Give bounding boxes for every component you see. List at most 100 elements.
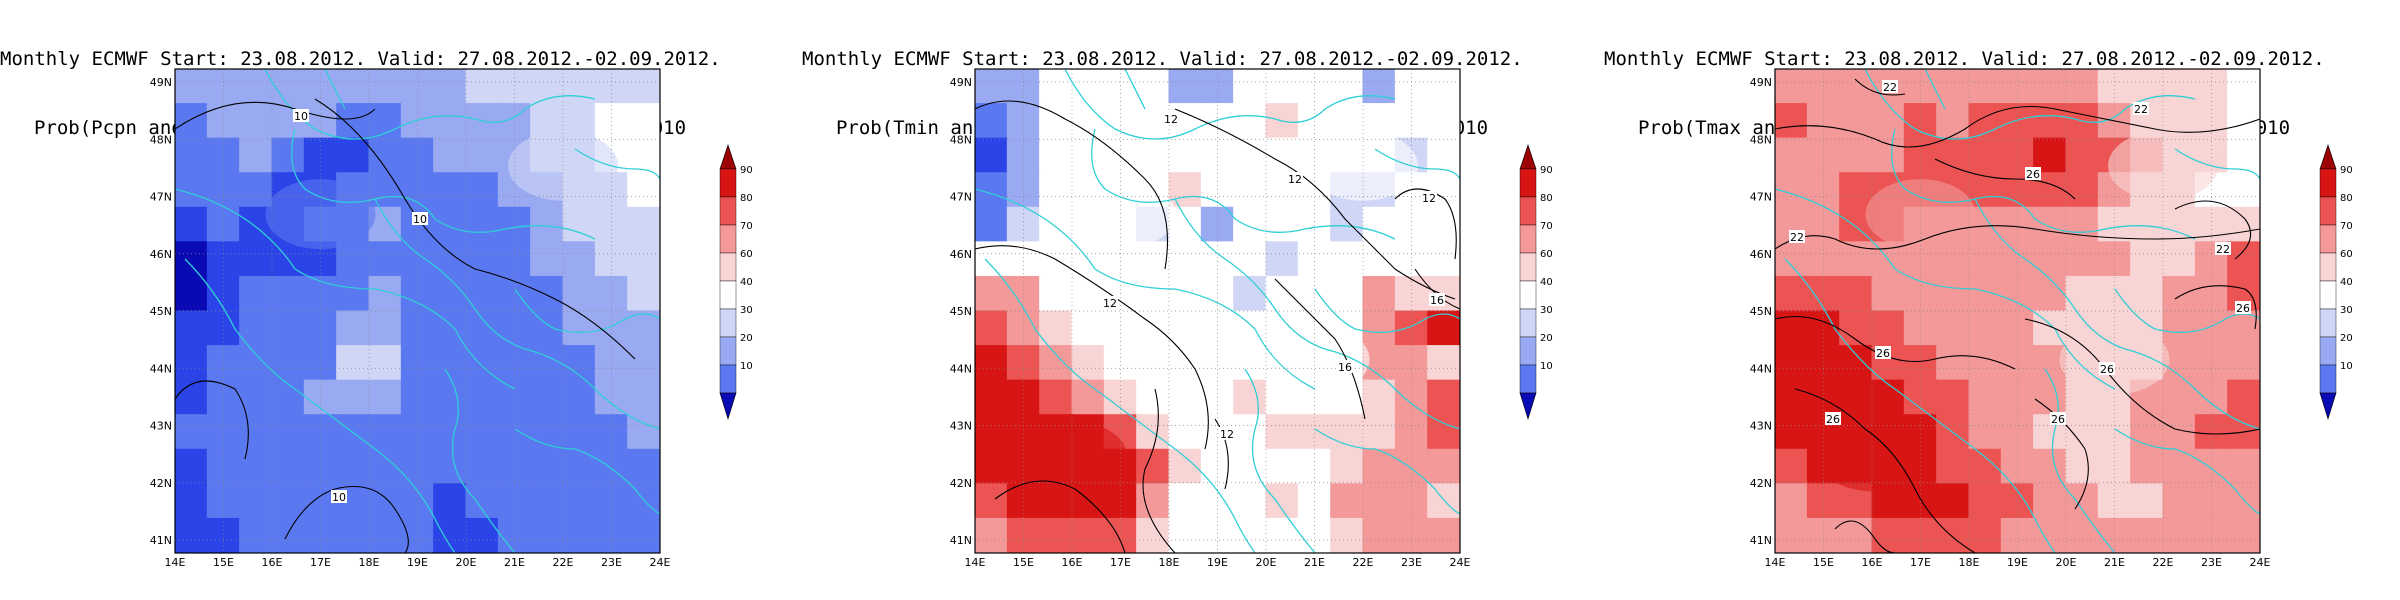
probability-cell xyxy=(1168,345,1202,381)
probability-cell xyxy=(2130,483,2164,519)
probability-cell xyxy=(975,483,1008,519)
colorbar-bottom-arrow xyxy=(1519,392,1537,421)
colorbar-label: 30 xyxy=(740,305,753,316)
contour-line xyxy=(2034,398,2089,510)
colorbar-bottom-arrow xyxy=(719,392,737,421)
probability-cell xyxy=(2227,206,2260,243)
probability-cell xyxy=(1871,310,1905,347)
probability-cell xyxy=(1839,69,1873,105)
border-line xyxy=(175,188,516,390)
y-tick-label: 42N xyxy=(950,477,972,490)
probability-cell xyxy=(271,137,305,174)
x-tick-label: 19E xyxy=(1207,556,1228,569)
probability-cell xyxy=(1968,517,2002,553)
probability-cell xyxy=(1168,310,1202,347)
probability-cell xyxy=(1071,517,1105,553)
probability-cell xyxy=(2033,379,2067,416)
plot-frame xyxy=(1774,68,2261,554)
x-tick-label: 16E xyxy=(262,556,283,569)
probability-cell xyxy=(1871,103,1905,139)
probability-cell xyxy=(1936,517,1970,553)
probability-cell xyxy=(1136,137,1170,174)
probability-cell xyxy=(2065,172,2099,208)
probability-cell xyxy=(2097,69,2132,105)
probability-cell xyxy=(1427,103,1460,139)
probability-cell xyxy=(627,172,660,208)
probability-cell xyxy=(1936,241,1970,277)
colorbar-label: 10 xyxy=(1540,361,1553,372)
probability-cell xyxy=(2065,414,2099,450)
probability-cell xyxy=(1427,379,1460,416)
contour-line xyxy=(975,245,1209,450)
probability-cell xyxy=(336,275,370,312)
probability-cell xyxy=(206,241,241,277)
probability-cell xyxy=(1936,379,1970,416)
probability-cell xyxy=(975,379,1008,416)
probability-cell xyxy=(975,69,1008,105)
probability-cell xyxy=(1136,275,1170,312)
probability-cell xyxy=(303,517,338,553)
probability-cell xyxy=(497,517,532,553)
probability-cell xyxy=(336,137,370,174)
colorbar-label: 10 xyxy=(740,361,753,372)
contour-line xyxy=(2174,200,2252,260)
probability-cell xyxy=(239,310,273,347)
probability-cell xyxy=(627,137,660,174)
probability-cell xyxy=(271,69,305,105)
colorbar-label: 30 xyxy=(2340,305,2353,316)
probability-cell xyxy=(465,275,499,312)
probability-cell xyxy=(1775,69,1808,105)
colorbar-segment xyxy=(1519,336,1537,366)
border-line xyxy=(1864,69,2196,140)
probability-cell xyxy=(1394,448,1429,485)
probability-cell xyxy=(1071,69,1105,105)
probability-cell xyxy=(1103,69,1138,105)
probability-cell xyxy=(497,206,532,243)
x-tick-label: 23E xyxy=(1401,556,1422,569)
probability-cell xyxy=(2227,345,2260,381)
probability-cell xyxy=(1936,103,1970,139)
probability-cell xyxy=(1297,414,1332,450)
contour-label-box xyxy=(1421,191,1437,204)
probability-cell xyxy=(2065,241,2099,277)
panel-2-title-line1: Monthly ECMWF Start: 23.08.2012. Valid: … xyxy=(802,48,1523,70)
contour-label-box xyxy=(2235,301,2251,314)
probability-cell xyxy=(1233,379,1267,416)
x-tick-label: 22E xyxy=(2153,556,2174,569)
probability-cell xyxy=(975,310,1008,347)
probability-cell xyxy=(594,206,629,243)
probability-cell xyxy=(2000,345,2035,381)
contour-label-box xyxy=(412,212,428,225)
colorbar-label: 20 xyxy=(1540,333,1553,344)
probability-cell xyxy=(433,241,467,277)
probability-cell xyxy=(2194,69,2229,105)
contour-line xyxy=(1214,418,1229,490)
contour-label-box xyxy=(2050,412,2066,425)
probability-cell xyxy=(303,345,338,381)
probability-cell xyxy=(1936,310,1970,347)
border-line xyxy=(1244,368,1316,553)
colorbar-segment xyxy=(1519,252,1537,282)
probability-cell xyxy=(627,414,660,450)
probability-cell xyxy=(1265,414,1299,450)
probability-cell xyxy=(1871,137,1905,174)
probability-cell xyxy=(1200,448,1235,485)
x-tick-label: 17E xyxy=(1110,556,1131,569)
plot-area: 12 12 12 16 16 12 12 xyxy=(974,68,1461,554)
probability-cell xyxy=(1233,517,1267,553)
y-tick-label: 47N xyxy=(150,191,172,204)
panel-1-title-line1: Monthly ECMWF Start: 23.08.2012. Valid: … xyxy=(0,48,721,70)
probability-cell xyxy=(1394,241,1429,277)
probability-cell xyxy=(336,379,370,416)
probability-cell xyxy=(400,241,435,277)
probability-cell xyxy=(627,206,660,243)
probability-cell xyxy=(2130,517,2164,553)
probability-cell xyxy=(2033,448,2067,485)
probability-cell xyxy=(336,448,370,485)
probability-cell xyxy=(2065,483,2099,519)
probability-cell xyxy=(368,379,402,416)
probability-cell xyxy=(2000,310,2035,347)
probability-cell xyxy=(1775,137,1808,174)
contour-line xyxy=(1775,106,2260,148)
y-tick-label: 45N xyxy=(950,305,972,318)
